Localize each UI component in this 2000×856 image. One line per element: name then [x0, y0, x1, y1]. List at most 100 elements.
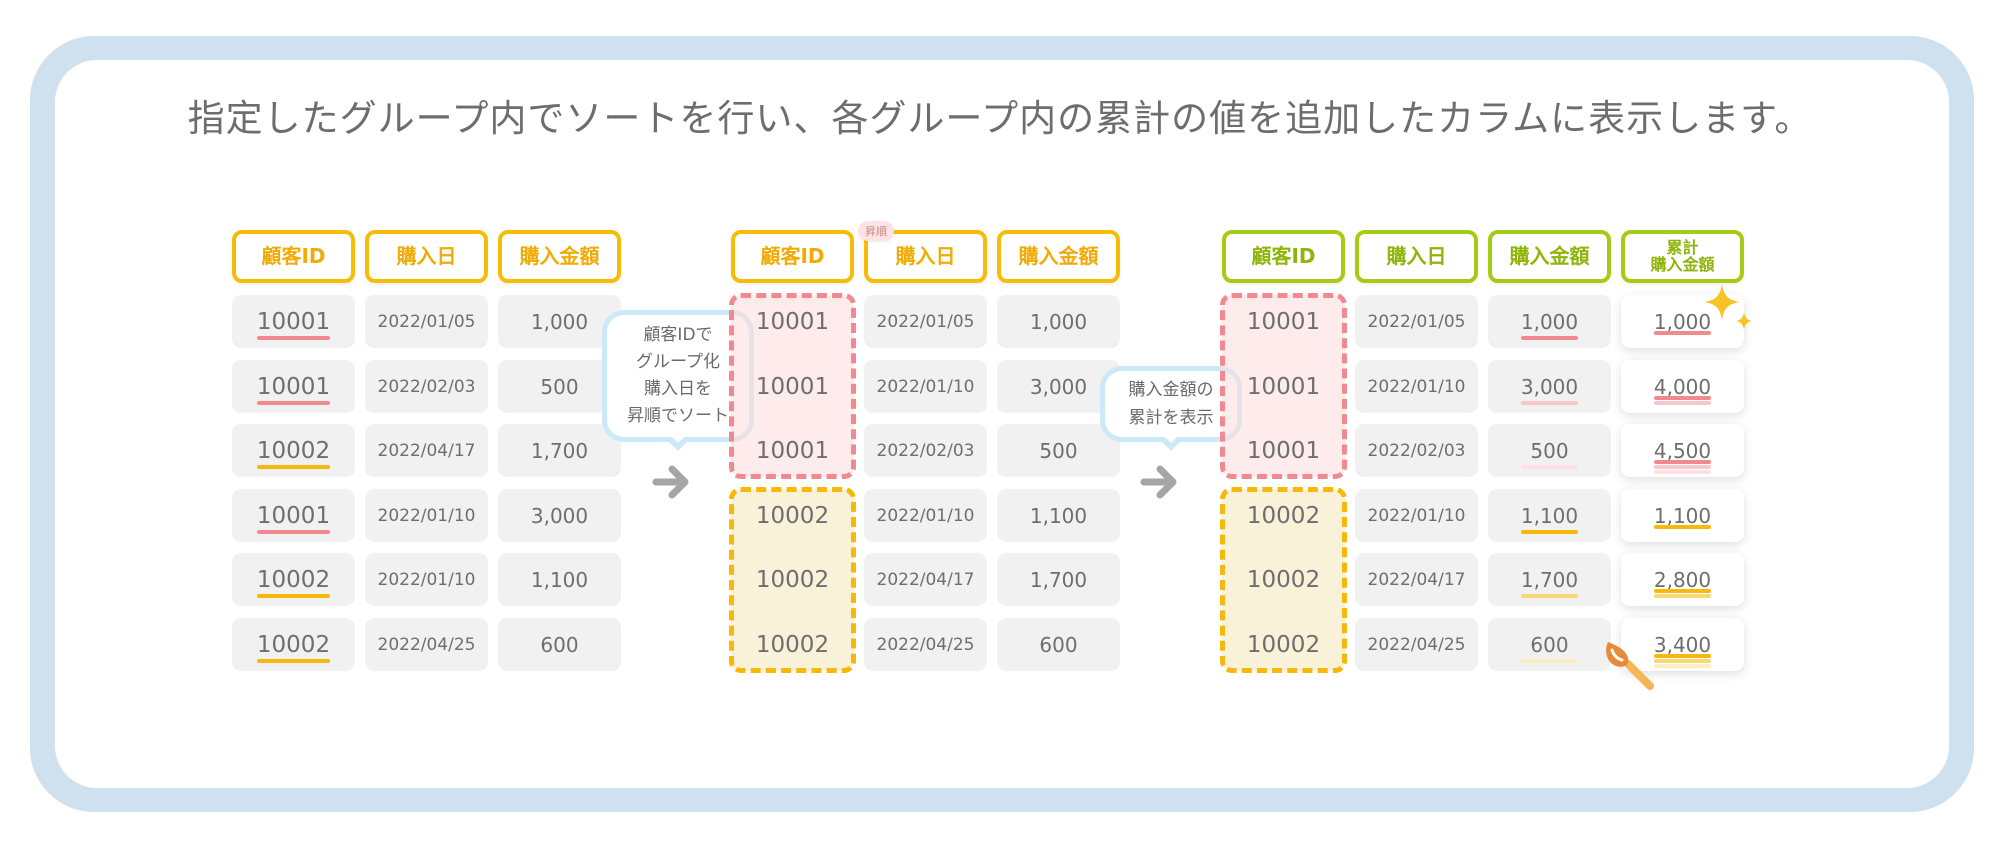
group-box-10002	[1220, 487, 1347, 673]
header-customer-id: 顧客ID	[731, 230, 854, 283]
table-cell-date: 2022/01/10	[365, 489, 488, 542]
callout-line: グループ化	[636, 351, 720, 372]
amount-underline-yellow	[1521, 659, 1578, 663]
table-cell-id: 10002	[755, 502, 830, 529]
group-underline-yellow	[257, 465, 330, 469]
amount-underline-pink	[1521, 465, 1578, 469]
group-box-10001	[1220, 293, 1347, 479]
table-cell-date: 2022/04/17	[365, 424, 488, 477]
table-cell-id: 10002	[1246, 566, 1321, 593]
table-cell-amount: 1,700	[1488, 553, 1611, 606]
table-cell-id: 10002	[755, 631, 830, 658]
table-cell-amount: 600	[1488, 618, 1611, 671]
cumulative-underline	[1654, 525, 1711, 529]
table-cell-amount: 3,000	[1488, 360, 1611, 413]
table-cell-id: 10001	[755, 373, 830, 400]
table-cell-date: 2022/01/10	[864, 360, 987, 413]
table-cell-amount: 1,100	[498, 553, 621, 606]
header-line: 購入金額	[1650, 254, 1715, 274]
page-title: 指定したグループ内でソートを行い、各グループ内の累計の値を追加したカラムに表示し…	[187, 97, 1813, 140]
amount-underline-yellow	[1521, 594, 1578, 598]
table-cell-id: 10001	[232, 489, 355, 542]
table-cell-cumulative: 2,800	[1621, 553, 1744, 606]
header-purchase-amount: 購入金額	[1488, 230, 1611, 283]
group-highlight-10002	[731, 489, 854, 671]
callout-tail	[667, 440, 689, 451]
group-underline-pink	[257, 336, 330, 340]
table-cell-date: 2022/01/10	[1355, 360, 1478, 413]
table-cell-date: 2022/01/10	[365, 553, 488, 606]
header-purchase-amount: 購入金額	[498, 230, 621, 283]
table-cell-date: 2022/01/05	[864, 295, 987, 348]
cumulative-underline	[1654, 589, 1711, 593]
callout-line: 累計を表示	[1128, 408, 1214, 428]
table-cell-date: 2022/02/03	[1355, 424, 1478, 477]
table-cell-id: 10001	[232, 360, 355, 413]
table-cell-amount: 500	[1488, 424, 1611, 477]
header-purchase-amount: 購入金額	[997, 230, 1120, 283]
table-cell-id: 10001	[1246, 373, 1321, 400]
callout-tail	[1160, 440, 1182, 451]
table-cell-amount: 600	[498, 618, 621, 671]
group-underline-pink	[257, 401, 330, 405]
group-box-10002	[729, 487, 856, 673]
callout-tail-inner	[1164, 436, 1178, 443]
cumulative-underline	[1654, 594, 1711, 598]
group-underline-pink	[257, 530, 330, 534]
table-cell-date: 2022/04/25	[365, 618, 488, 671]
table-cell-amount: 3,000	[997, 360, 1120, 413]
callout-line: 顧客IDで	[643, 324, 713, 345]
callout-line: 購入金額の	[1128, 379, 1214, 400]
group-highlight-10002	[1222, 489, 1345, 671]
table-cell-id: 10001	[755, 437, 830, 464]
table-cell-id: 10001	[1246, 437, 1321, 464]
table-cell-id: 10001	[232, 295, 355, 348]
table-cell-id: 10002	[232, 553, 355, 606]
table-cell-amount: 1,100	[997, 489, 1120, 542]
table-cell-date: 2022/02/03	[864, 424, 987, 477]
amount-underline-pink	[1521, 336, 1578, 340]
ascending-badge: 昇順	[858, 221, 894, 241]
table-cell-amount: 3,000	[498, 489, 621, 542]
header-purchase-date: 購入日	[1355, 230, 1478, 283]
arrow-right-icon	[1140, 465, 1177, 499]
table-cell-amount: 600	[997, 618, 1120, 671]
cumulative-underline	[1654, 659, 1711, 663]
header-purchase-date: 購入日	[365, 230, 488, 283]
cumulative-underline	[1654, 401, 1711, 405]
paintbrush-icon	[1606, 642, 1654, 690]
group-box-10001	[729, 293, 856, 479]
amount-underline-yellow	[1521, 530, 1578, 534]
table-cell-id: 10001	[1246, 308, 1321, 335]
header-line: 累計	[1666, 237, 1699, 257]
table-cell-id: 10002	[755, 566, 830, 593]
table-cell-date: 2022/01/05	[1355, 295, 1478, 348]
table-cell-date: 2022/04/25	[864, 618, 987, 671]
callout-group-sort: 顧客IDで グループ化 購入日を 昇順でソート	[602, 310, 754, 442]
table-cell-id: 10002	[1246, 631, 1321, 658]
table-cell-amount: 500	[997, 424, 1120, 477]
table-cell-amount: 1,700	[997, 553, 1120, 606]
callout-line: 昇順でソート	[627, 406, 729, 427]
header-cumulative-amount: 累計 購入金額	[1621, 230, 1744, 283]
table-cell-id: 10001	[755, 308, 830, 335]
table-cell-amount: 1,700	[498, 424, 621, 477]
table-cell-cumulative: 4,000	[1621, 360, 1744, 413]
table-cell-id: 10002	[232, 424, 355, 477]
table-cell-amount: 1,000	[498, 295, 621, 348]
header-customer-id: 顧客ID	[232, 230, 355, 283]
table-cell-amount: 1,000	[1488, 295, 1611, 348]
group-highlight-10001	[731, 295, 854, 477]
sparkle-icon	[1704, 284, 1752, 330]
cumulative-underline	[1654, 396, 1711, 400]
callout-tail-inner	[671, 436, 685, 443]
cumulative-underline	[1654, 654, 1711, 658]
arrow-right-icon	[652, 465, 689, 499]
callout-line: 購入日を	[644, 379, 712, 399]
table-cell-date: 2022/01/10	[864, 489, 987, 542]
table-cell-amount: 1,000	[997, 295, 1120, 348]
cumulative-underline	[1654, 470, 1711, 474]
cumulative-underline	[1654, 664, 1711, 668]
table-cell-date: 2022/04/17	[864, 553, 987, 606]
table-cell-id: 10002	[232, 618, 355, 671]
